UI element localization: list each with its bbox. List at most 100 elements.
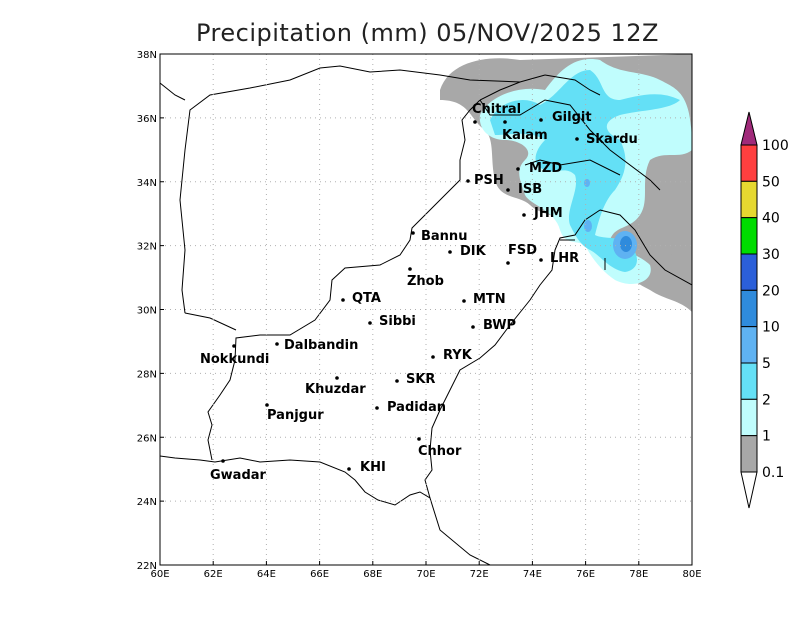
city-marker — [575, 137, 579, 141]
colorbar-label: 0.1 — [762, 465, 784, 481]
precip-0.1-1 — [659, 250, 692, 300]
colorbar-label: 1 — [762, 429, 771, 445]
precip-10-20 — [620, 236, 632, 252]
border-india-china — [560, 209, 692, 286]
lat-tick-label: 30N — [137, 306, 157, 317]
city-label: Nokkundi — [200, 352, 270, 367]
city-marker — [408, 267, 412, 271]
city-marker — [522, 213, 526, 217]
city-label: Gwadar — [210, 468, 266, 483]
lon-tick-label: 62E — [204, 569, 223, 580]
grid-lines — [160, 54, 692, 565]
city-marker — [448, 250, 452, 254]
lat-tick-label: 34N — [137, 178, 157, 189]
city-label: RYK — [443, 348, 472, 363]
colorbar-label: 10 — [762, 320, 780, 336]
city-marker — [368, 321, 372, 325]
city-marker — [462, 299, 466, 303]
lon-tick-label: 72E — [470, 569, 489, 580]
colorbar-label: 2 — [762, 392, 771, 408]
city-label: MTN — [473, 292, 506, 307]
city-label: ISB — [518, 182, 543, 197]
city-label: SKR — [406, 372, 436, 387]
city-marker — [473, 120, 477, 124]
colorbar-label: 50 — [762, 174, 780, 190]
city-marker — [265, 403, 269, 407]
city-label: PSH — [474, 173, 504, 188]
lon-tick-label: 78E — [629, 569, 648, 580]
map-title: Precipitation (mm) 05/NOV/2025 12Z — [196, 19, 659, 47]
lat-tick-label: 36N — [137, 114, 157, 125]
city-marker — [335, 376, 339, 380]
lon-tick-label: 60E — [150, 569, 169, 580]
city-label: Kalam — [502, 128, 548, 143]
boundaries — [160, 65, 692, 565]
colorbar-label: 40 — [762, 211, 780, 227]
lat-tick-label: 28N — [137, 369, 157, 380]
lat-tick-label: 32N — [137, 242, 157, 253]
city-marker — [275, 342, 279, 346]
city-marker — [232, 344, 236, 348]
city-marker — [503, 120, 507, 124]
colorbar — [740, 111, 758, 509]
city-marker — [411, 231, 415, 235]
city-marker — [466, 179, 470, 183]
city-marker — [395, 379, 399, 383]
lon-tick-label: 68E — [363, 569, 382, 580]
city-marker — [539, 118, 543, 122]
city-marker — [506, 188, 510, 192]
city-marker — [221, 459, 225, 463]
city-marker — [375, 406, 379, 410]
colorbar-label: 5 — [762, 356, 771, 372]
lon-tick-label: 74E — [523, 569, 542, 580]
colorbar-under-triangle — [740, 471, 758, 509]
city-label: Zhob — [407, 274, 444, 289]
lat-tick-label: 26N — [137, 433, 157, 444]
border-kashmir-loc — [479, 99, 661, 191]
city-label: Padidan — [387, 400, 447, 415]
lat-tick-label: 22N — [137, 561, 157, 572]
colorbar-label: 20 — [762, 283, 780, 299]
city-label: FSD — [508, 243, 538, 258]
lat-tick-label: 38N — [137, 50, 157, 61]
border-pakistan-west — [207, 74, 546, 461]
axis-ticks: 60E 62E 64E 66E 68E 70E 72E 74E 76E 78E 80E 38N 36N 3… — [137, 50, 702, 580]
colorbar-label: 30 — [762, 247, 780, 263]
lon-tick-label: 70E — [416, 569, 435, 580]
lon-tick-label: 80E — [682, 569, 701, 580]
city-label: DIK — [460, 244, 486, 259]
city-label: Chhor — [418, 444, 462, 459]
precip-2-5 — [490, 70, 680, 272]
city-marker — [506, 261, 510, 265]
border-india — [424, 209, 601, 499]
city-marker — [347, 467, 351, 471]
city-label: Panjgur — [267, 408, 324, 423]
city-label: KHI — [360, 460, 386, 475]
city-label: Gilgit — [552, 110, 592, 125]
precipitation-field — [440, 54, 692, 312]
city-label: Skardu — [586, 132, 638, 147]
lat-tick-label: 24N — [137, 497, 157, 508]
city-label: JHM — [534, 206, 563, 221]
city-label: QTA — [352, 291, 381, 306]
city-label: MZD — [529, 161, 563, 176]
city-marker — [431, 355, 435, 359]
colorbar-label: 100 — [762, 138, 789, 154]
city-label: Khuzdar — [305, 382, 366, 397]
city-marker — [539, 258, 543, 262]
city-label: BWP — [483, 318, 517, 333]
city-label: Sibbi — [379, 314, 416, 329]
city-label: Bannu — [421, 229, 468, 244]
lon-tick-label: 64E — [257, 569, 276, 580]
city-label: LHR — [550, 251, 580, 266]
city-marker — [471, 325, 475, 329]
border-north — [160, 74, 601, 101]
border-afghanistan-iran — [179, 65, 521, 331]
city-label: Chitral — [472, 102, 522, 117]
lon-tick-label: 66E — [310, 569, 329, 580]
lon-tick-label: 76E — [576, 569, 595, 580]
city-marker — [516, 167, 520, 171]
city-marker — [341, 298, 345, 302]
city-marker — [417, 437, 421, 441]
